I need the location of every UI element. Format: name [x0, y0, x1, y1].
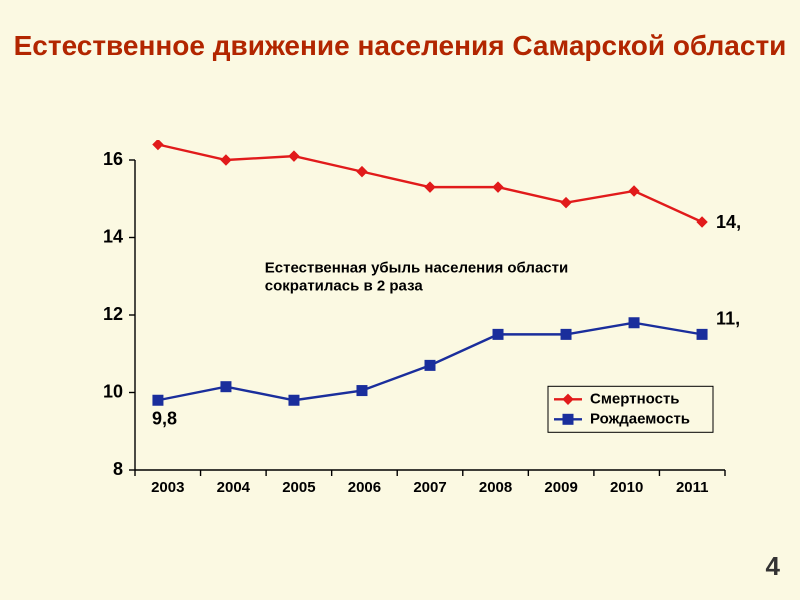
svg-text:16: 16	[103, 149, 123, 169]
page-number: 4	[766, 551, 780, 582]
svg-text:Рождаемость: Рождаемость	[590, 410, 690, 427]
svg-text:2010: 2010	[610, 479, 643, 496]
chart-container: 8 10 12 14 16 2003 2004 2005 2006 2007 2008 2009 201…	[60, 140, 740, 540]
svg-text:2005: 2005	[282, 479, 315, 496]
svg-text:14,4: 14,4	[716, 212, 740, 232]
svg-text:2004: 2004	[217, 479, 251, 496]
svg-text:10: 10	[103, 381, 123, 401]
svg-text:2007: 2007	[413, 479, 446, 496]
svg-text:8: 8	[113, 459, 123, 479]
legend: Смертность Рождаемость	[548, 386, 713, 432]
svg-text:2003: 2003	[151, 479, 184, 496]
svg-text:Смертность: Смертность	[590, 390, 680, 407]
chart-annotation: сократилась в 2 раза	[265, 277, 424, 294]
line-chart: 8 10 12 14 16 2003 2004 2005 2006 2007 2008 2009 201…	[60, 140, 740, 540]
svg-text:11,5: 11,5	[716, 308, 740, 328]
svg-text:12: 12	[103, 304, 123, 324]
svg-text:9,8: 9,8	[152, 408, 177, 428]
slide-title: Естественное движение населения Самарско…	[0, 30, 800, 62]
svg-text:2009: 2009	[544, 479, 577, 496]
svg-text:2011: 2011	[676, 479, 709, 496]
svg-text:2006: 2006	[348, 479, 381, 496]
svg-text:2008: 2008	[479, 479, 512, 496]
svg-text:14: 14	[103, 226, 123, 246]
chart-annotation: Естественная убыль населения области	[265, 259, 568, 276]
slide: Естественное движение населения Самарско…	[0, 0, 800, 600]
